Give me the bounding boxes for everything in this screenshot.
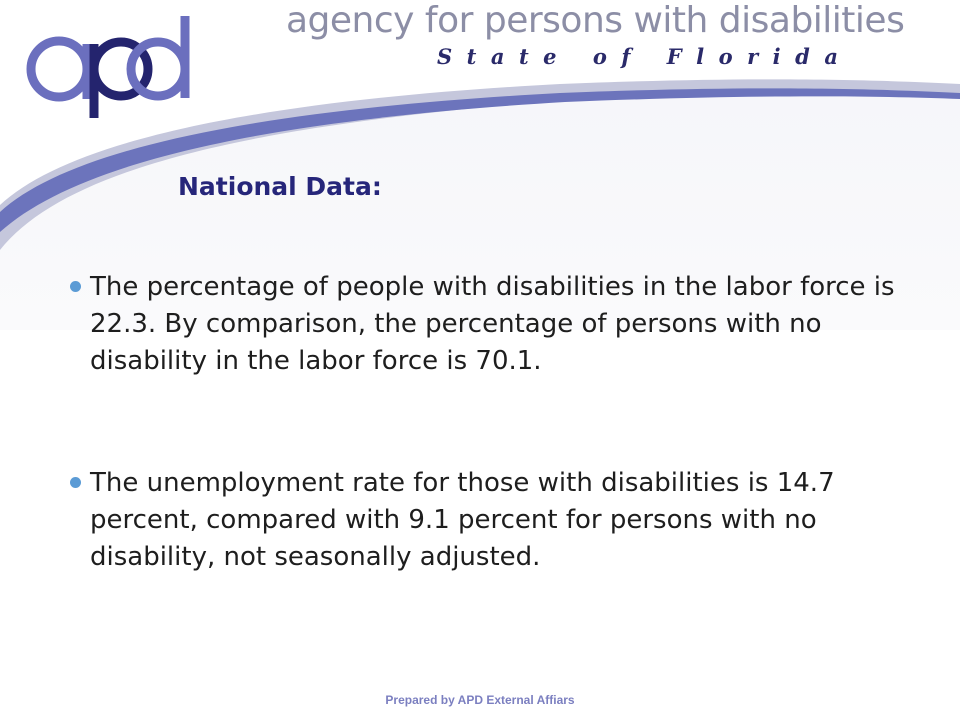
header-swoosh: [0, 79, 960, 330]
bullet-item: The unemployment rate for those with dis…: [68, 465, 928, 576]
bullet-dot-icon: [70, 281, 81, 292]
apd-logo: [26, 16, 190, 118]
footer-credit: Prepared by APD External Affiars: [385, 693, 575, 707]
bullet-list: The percentage of people with disabiliti…: [68, 269, 928, 576]
bullet-text: The unemployment rate for those with dis…: [90, 468, 835, 572]
agency-name: agency for persons with disabilities: [286, 0, 905, 41]
section-title: National Data:: [178, 172, 382, 201]
state-name: State of Florida: [437, 44, 853, 69]
bullet-dot-icon: [70, 477, 81, 488]
bullet-item: The percentage of people with disabiliti…: [68, 269, 928, 380]
bullet-text: The percentage of people with disabiliti…: [90, 272, 895, 376]
